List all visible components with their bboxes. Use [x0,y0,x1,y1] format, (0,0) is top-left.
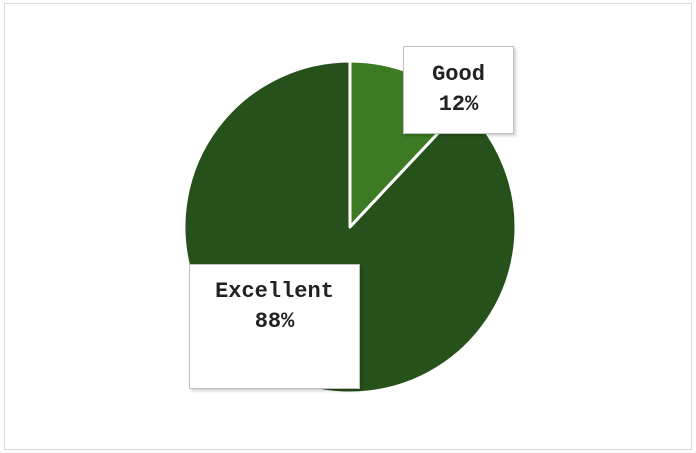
slice-label-good-value: 12% [438,92,479,117]
slice-label-excellent-name: Excellent [215,279,334,304]
slice-label-good: Good 12% [403,46,514,134]
slice-label-excellent: Excellent 88% [189,264,360,389]
slice-label-excellent-value: 88% [254,309,295,334]
slice-label-good-name: Good [432,62,485,87]
